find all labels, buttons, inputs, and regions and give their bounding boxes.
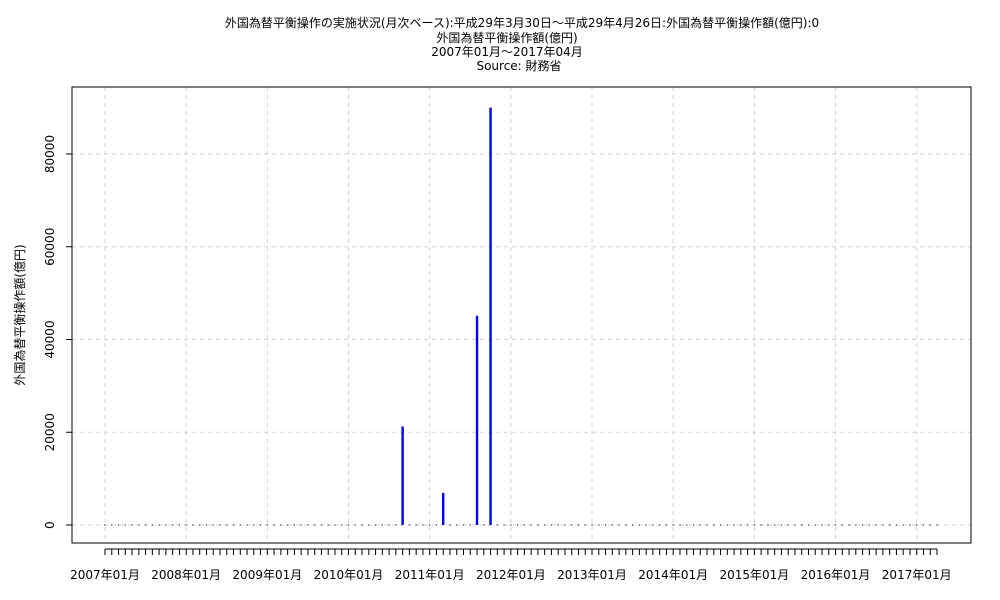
chart-subtitle: 外国為替平衡操作額(億円) <box>436 30 577 45</box>
x-tick-label: 2015年01月 <box>719 568 789 582</box>
plot-frame <box>71 86 972 544</box>
x-tick-label: 2012年01月 <box>476 568 546 582</box>
chart-title: 外国為替平衡操作の実施状況(月次ベース):平成29年3月30日～平成29年4月2… <box>225 15 819 30</box>
gridlines <box>72 87 971 543</box>
x-tick-label: 2014年01月 <box>638 568 708 582</box>
y-tick-label: 0 <box>43 521 57 529</box>
x-tick-label: 2008年01月 <box>151 568 221 582</box>
x-tick-label: 2010年01月 <box>314 568 384 582</box>
chart-source: Source: 財務省 <box>476 58 561 73</box>
x-tick-label: 2011年01月 <box>395 568 465 582</box>
x-tick-label: 2009年01月 <box>232 568 302 582</box>
x-tick-label: 2016年01月 <box>801 568 871 582</box>
x-axis: 2007年01月 2008年01月 2009年01月 2010年01月 2011年01月… <box>70 548 952 582</box>
bars <box>104 107 938 526</box>
y-tick-label: 60000 <box>43 228 57 266</box>
y-axis: 0 20000 40000 60000 80000 <box>43 135 72 529</box>
x-tick-label: 2017年01月 <box>882 568 952 582</box>
y-tick-label: 20000 <box>43 413 57 451</box>
y-tick-label: 40000 <box>43 320 57 358</box>
y-tick-label: 80000 <box>43 135 57 173</box>
x-tick-label: 2007年01月 <box>70 568 140 582</box>
y-axis-label: 外国為替平衡操作額(億円) <box>12 244 27 385</box>
x-tick-label: 2013年01月 <box>557 568 627 582</box>
chart-period: 2007年01月～2017年04月 <box>431 45 583 59</box>
